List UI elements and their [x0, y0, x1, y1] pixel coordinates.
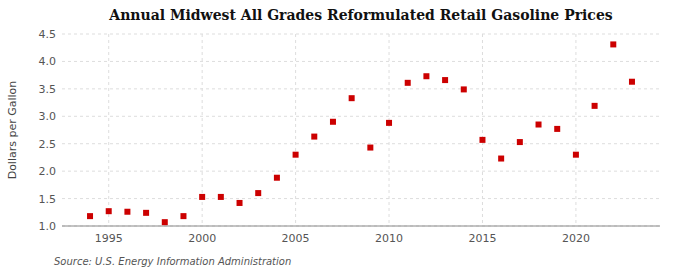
x-grid-line: [389, 34, 390, 226]
x-grid-line: [575, 34, 576, 226]
point: [386, 120, 392, 126]
y-grid-line: [62, 143, 660, 144]
point: [218, 194, 224, 200]
point: [274, 175, 280, 181]
source-note: Source: U.S. Energy Information Administ…: [54, 256, 291, 267]
point: [536, 122, 542, 128]
y-tick-label: 3.5: [39, 83, 57, 96]
x-tick-label: 1995: [95, 232, 123, 245]
y-grid-line: [62, 198, 660, 199]
point: [311, 134, 317, 140]
point: [330, 119, 336, 125]
y-grid-line: [62, 171, 660, 172]
point: [367, 145, 373, 151]
y-axis-label: Dollars per Gallon: [6, 81, 19, 180]
y-tick-label: 1.0: [39, 220, 57, 233]
point: [237, 200, 243, 206]
y-grid-line: [62, 116, 660, 117]
chart: 1.0 1.5 2.0 2.5 3.0 3.5 4.0 4.5 1995 2000 2005 2010…: [0, 0, 675, 275]
x-tick-label: 2020: [562, 232, 590, 245]
x-tick-label: 2015: [468, 232, 496, 245]
point: [461, 86, 467, 92]
y-grid-line: [62, 61, 660, 62]
y-tick-label: 2.0: [39, 165, 57, 178]
point: [124, 209, 130, 215]
y-tick-label: 1.5: [39, 193, 57, 206]
point: [629, 79, 635, 85]
y-grid-line: [62, 88, 660, 89]
x-tick-label: 2010: [375, 232, 403, 245]
chart-container: 1.0 1.5 2.0 2.5 3.0 3.5 4.0 4.5 1995 2000 2005 2010…: [0, 0, 675, 275]
point: [349, 95, 355, 101]
title: Annual Midwest All Grades Reformulated R…: [108, 7, 612, 23]
point: [554, 126, 560, 132]
point: [180, 213, 186, 219]
point: [293, 152, 299, 158]
point: [610, 41, 616, 47]
point: [442, 77, 448, 83]
y-tick-label: 2.5: [39, 138, 57, 151]
grid: [62, 34, 660, 226]
point: [255, 190, 261, 196]
points: [87, 41, 635, 225]
x-axis-line: [62, 226, 660, 227]
y-tick-label: 4.0: [39, 55, 57, 68]
y-grid-line: [62, 226, 660, 227]
point: [162, 219, 168, 225]
point: [498, 156, 504, 162]
point: [573, 152, 579, 158]
x-grid-line: [295, 34, 296, 226]
point: [479, 137, 485, 143]
point: [405, 80, 411, 86]
point: [592, 103, 598, 109]
x-tick-label: 2005: [282, 232, 310, 245]
y-tick-label: 4.5: [39, 28, 57, 41]
y-grid-line: [62, 34, 660, 35]
point: [517, 139, 523, 145]
x-grid-line: [108, 34, 109, 226]
point: [143, 210, 149, 216]
y-tick-label: 3.0: [39, 110, 57, 123]
point: [199, 194, 205, 200]
x-grid-line: [482, 34, 483, 226]
point: [106, 208, 112, 214]
point: [423, 73, 429, 79]
point: [87, 213, 93, 219]
x-tick-label: 2000: [188, 232, 216, 245]
